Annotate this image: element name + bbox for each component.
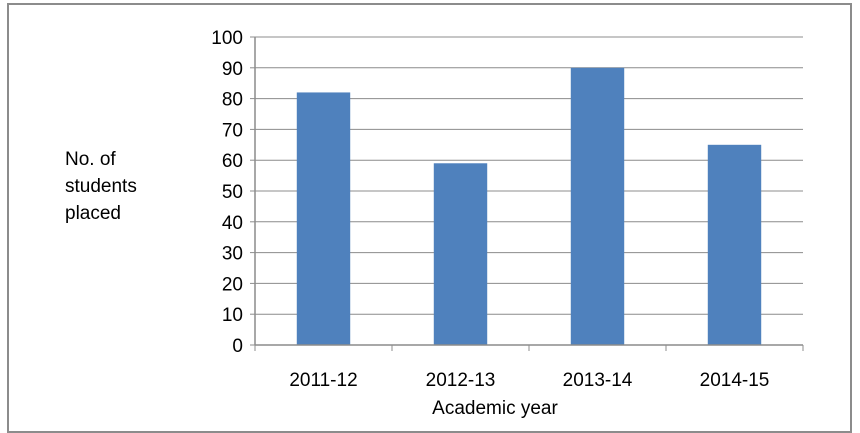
y-axis-title-line: students — [65, 176, 137, 197]
x-axis — [254, 37, 804, 351]
bar-2012-13 — [433, 163, 488, 345]
y-tick-label: 100 — [211, 28, 243, 49]
y-tick-label: 90 — [222, 59, 243, 80]
y-tick-label: 40 — [222, 213, 243, 234]
y-tick-label: 70 — [222, 120, 243, 141]
y-tick-labels: 0 10 20 30 40 50 60 70 80 90 100 — [211, 28, 243, 357]
y-axis-title: No. of students placed — [65, 149, 137, 224]
bar-2014-15 — [707, 144, 762, 345]
y-tick-label: 60 — [222, 151, 243, 172]
x-tick-label: 2011-12 — [289, 370, 357, 391]
bar-2013-14 — [570, 67, 625, 346]
y-tick-label: 10 — [222, 305, 243, 326]
x-axis-title: Academic year — [432, 398, 558, 419]
bars — [296, 67, 762, 346]
x-tick-label: 2013-14 — [563, 370, 633, 391]
y-tick-label: 30 — [222, 244, 243, 265]
y-tick-label: 80 — [222, 90, 243, 111]
y-tick-label: 50 — [222, 182, 243, 203]
bar-2011-12 — [296, 92, 351, 345]
y-tick-label: 0 — [232, 336, 243, 357]
x-tick-labels: 2011-12 2012-13 2013-14 2014-15 — [289, 370, 769, 391]
y-axis-title-line: placed — [65, 203, 121, 224]
x-tick-label: 2012-13 — [426, 370, 496, 391]
y-axis-title-line: No. of — [65, 149, 116, 170]
x-tick-label: 2014-15 — [700, 370, 770, 391]
y-tick-label: 20 — [222, 274, 243, 295]
